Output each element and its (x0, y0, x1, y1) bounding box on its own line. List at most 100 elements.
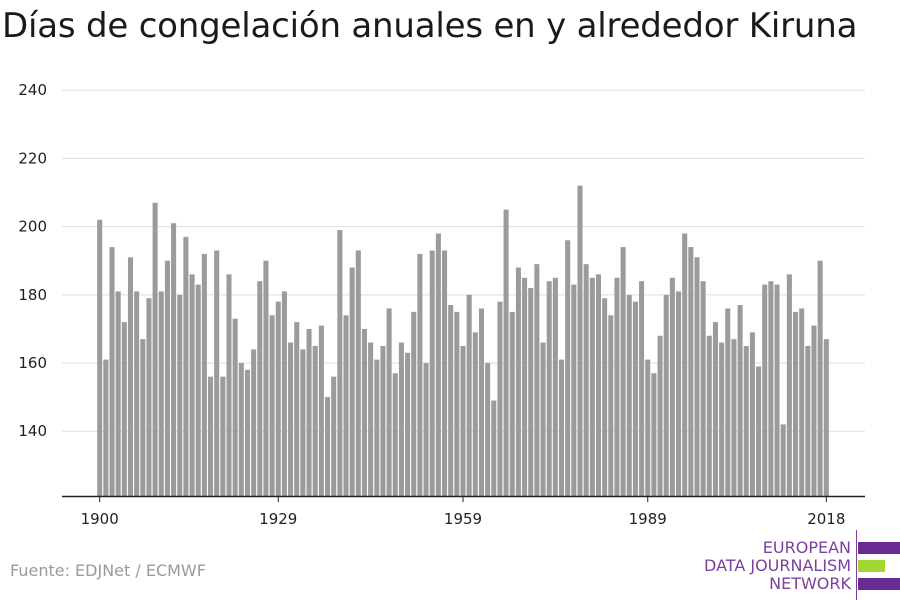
y-axis-ticks: 140 160 180 200 220 240 (18, 81, 47, 440)
bar-1957 (448, 305, 454, 496)
bar-1975 (558, 359, 565, 496)
bar-1910 (158, 291, 164, 496)
bar-1928 (269, 315, 275, 496)
bar-1927 (263, 260, 269, 496)
y-tick-label-140: 140 (18, 422, 47, 440)
bar-1920 (220, 376, 226, 496)
y-tick-label-220: 220 (18, 149, 47, 167)
bar-1997 (694, 257, 700, 496)
bar-1944 (368, 342, 374, 496)
bar-1961 (472, 332, 478, 496)
bar-1906 (134, 291, 140, 496)
bar-1999 (706, 335, 712, 496)
bar-1909 (152, 202, 158, 497)
bar-1976 (565, 240, 571, 496)
bar-1919 (214, 250, 220, 496)
bar-1988 (639, 281, 645, 496)
bar-1915 (189, 274, 195, 496)
bar-1903 (115, 291, 121, 496)
bar-1970 (528, 288, 534, 496)
bar-1907 (140, 339, 146, 496)
bar-1974 (552, 277, 558, 496)
bar-1935 (312, 345, 318, 496)
bar-1994 (675, 291, 682, 496)
bar-1905 (127, 257, 134, 496)
bar-2012 (786, 274, 792, 496)
logo-text-network: NETWORK (769, 574, 851, 593)
bar-1968 (515, 267, 521, 496)
bar-2007 (756, 366, 762, 496)
bar-1925 (251, 349, 257, 496)
y-tick-label-200: 200 (18, 218, 47, 236)
bar-1940 (343, 315, 349, 496)
x-axis-ticks: 1900 1929 1959 1989 2018 (81, 496, 845, 528)
x-tick-label-2018: 2018 (807, 510, 845, 528)
x-tick-label-1929: 1929 (259, 510, 297, 528)
bar-1900 (97, 219, 103, 496)
bar-1971 (534, 264, 540, 496)
y-tick-label-240: 240 (18, 81, 47, 99)
x-tick-label-1900: 1900 (81, 510, 119, 528)
bar-1918 (208, 376, 214, 496)
bar-1901 (103, 359, 109, 496)
logo-bar-bottom (858, 578, 900, 590)
bar-1956 (442, 250, 448, 496)
bar-2018 (823, 339, 829, 496)
bar-2010 (774, 284, 780, 496)
bar-1931 (288, 342, 294, 496)
bar-1942 (355, 250, 361, 496)
bar-1936 (318, 325, 324, 496)
bar-1947 (386, 308, 392, 496)
y-tick-label-180: 180 (18, 286, 47, 304)
bar-1923 (238, 363, 244, 496)
bar-2003 (731, 339, 737, 496)
chart-title: Días de congelación anuales en y alreded… (2, 6, 858, 46)
bar-1912 (171, 223, 177, 496)
bar-1962 (478, 308, 484, 496)
bar-1902 (109, 247, 115, 496)
edjnet-logo: EUROPEAN DATA JOURNALISM NETWORK (700, 530, 900, 600)
bar-1948 (392, 373, 398, 496)
bar-1937 (325, 397, 331, 496)
bar-1946 (380, 345, 386, 496)
bar-1986 (626, 294, 632, 496)
bar-1926 (257, 281, 263, 496)
bar-1973 (546, 281, 552, 496)
bar-2017 (817, 260, 823, 496)
bar-1922 (232, 318, 238, 496)
bar-1932 (294, 322, 300, 496)
bar-2002 (725, 308, 731, 496)
bar-1998 (700, 281, 706, 496)
bar-1951 (411, 311, 417, 496)
x-tick-label-1959: 1959 (444, 510, 482, 528)
bar-1987 (632, 301, 638, 496)
bar-1950 (405, 352, 411, 496)
bar-1924 (244, 369, 251, 496)
bar-1966 (503, 209, 509, 496)
bar-2005 (743, 345, 749, 496)
logo-text-european: EUROPEAN (762, 538, 851, 557)
bar-2008 (762, 284, 768, 496)
source-note: Fuente: EDJNet / ECMWF (10, 561, 206, 580)
logo-bar-middle (858, 560, 885, 572)
bar-1996 (688, 247, 694, 496)
bar-1934 (306, 328, 312, 496)
bar-1933 (300, 349, 306, 496)
bar-2013 (792, 311, 799, 496)
bar-1917 (201, 253, 207, 496)
bar-1991 (657, 335, 663, 496)
bar-1990 (651, 373, 657, 496)
bar-1989 (645, 359, 651, 496)
bar-1929 (275, 301, 281, 496)
bar-1981 (595, 274, 601, 496)
bar-1939 (337, 230, 343, 497)
bar-1930 (281, 291, 287, 496)
bars (97, 185, 829, 497)
bar-1914 (183, 236, 189, 496)
bar-1913 (177, 294, 183, 496)
bar-2006 (749, 332, 755, 496)
bar-1985 (620, 247, 626, 496)
bar-2011 (780, 424, 786, 496)
bar-1977 (571, 284, 577, 496)
bar-1980 (589, 277, 595, 496)
